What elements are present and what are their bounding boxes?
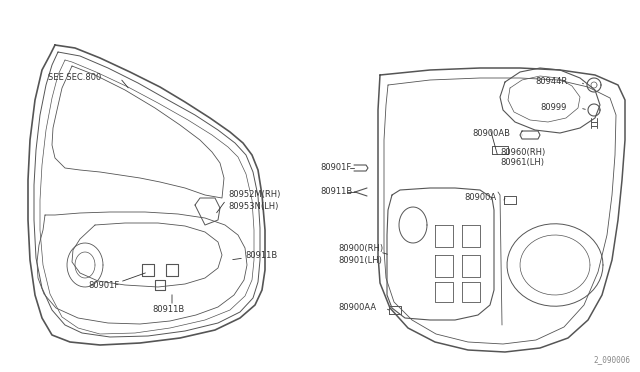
Text: 80901(LH): 80901(LH) [338,256,382,264]
Text: 80961(LH): 80961(LH) [500,158,544,167]
Text: 80999: 80999 [540,103,566,112]
Text: 80900AA: 80900AA [338,304,376,312]
Text: 80911B: 80911B [152,305,184,314]
Text: 80960(RH): 80960(RH) [500,148,545,157]
Text: 80900AB: 80900AB [472,128,510,138]
Text: 80911B: 80911B [320,187,352,196]
Text: SEE SEC.800: SEE SEC.800 [48,74,101,83]
Text: 80900(RH): 80900(RH) [338,244,383,253]
Text: 80953N(LH): 80953N(LH) [228,202,278,212]
Text: 80901F: 80901F [320,164,351,173]
Text: 80952M(RH): 80952M(RH) [228,190,280,199]
Text: 80900A: 80900A [464,193,496,202]
Text: 80901F: 80901F [88,280,119,289]
Text: 80944R: 80944R [535,77,567,87]
Text: 2_090006: 2_090006 [593,355,630,364]
Text: 80911B: 80911B [245,250,277,260]
